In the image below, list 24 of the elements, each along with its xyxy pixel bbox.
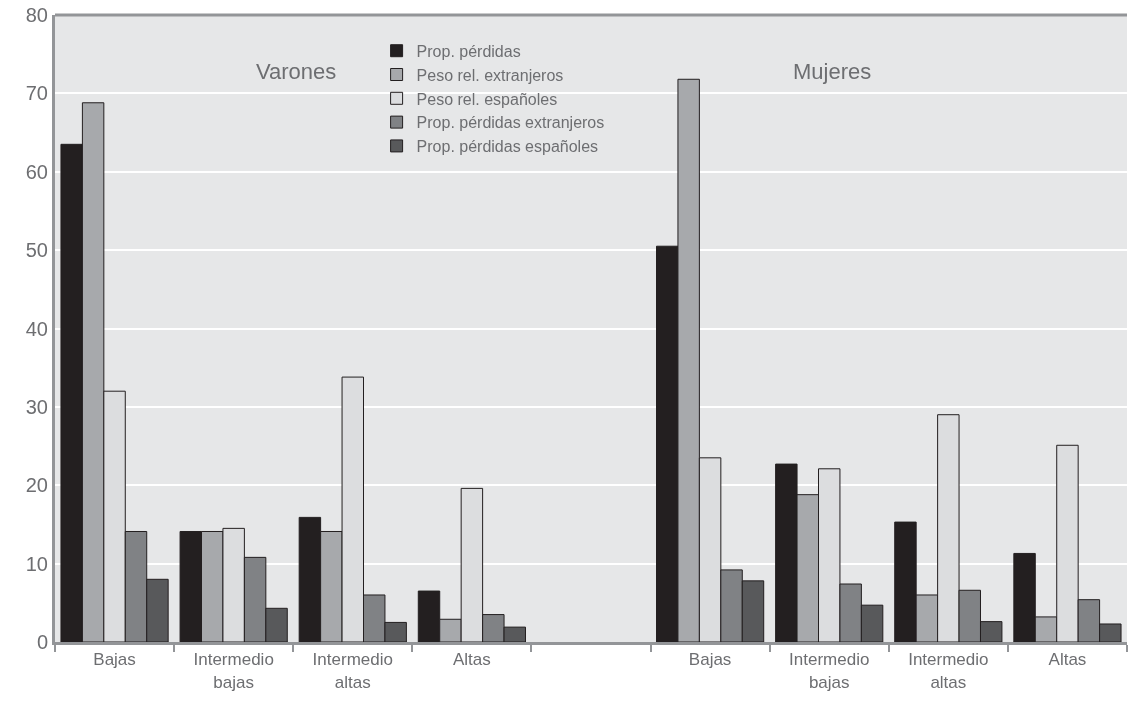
y-tick-label: 50	[25, 239, 48, 262]
x-tick-label: Altas	[452, 650, 491, 670]
y-tick-label: 10	[25, 552, 48, 575]
x-tick-label: Intermedio altas	[312, 650, 393, 692]
x-tick-label: Intermedio bajas	[789, 650, 870, 692]
x-tick-label: Intermedio altas	[908, 650, 989, 692]
y-tick-label: 0	[36, 631, 48, 653]
legend-label: Peso rel. españoles	[416, 90, 558, 108]
y-tick-label: 70	[25, 82, 48, 105]
y-tick-label: 40	[25, 317, 48, 340]
legend-label: Prop. pérdidas	[416, 42, 521, 60]
x-tick-label: Altas	[1048, 650, 1087, 670]
y-tick-label: 20	[25, 474, 48, 497]
annotation: Varones	[256, 59, 337, 84]
x-tick-label: Bajas	[93, 650, 136, 670]
legend-label: Peso rel. extranjeros	[416, 66, 564, 84]
legend-label: Prop. pérdidas españoles	[416, 138, 599, 156]
y-tick-label: 60	[25, 160, 48, 183]
legend-label: Prop. pérdidas extranjeros	[416, 114, 605, 132]
x-tick-label: Bajas	[688, 650, 732, 670]
y-tick-label: 80	[25, 4, 48, 26]
x-tick-label: Intermedio bajas	[193, 650, 274, 692]
annotation: Mujeres	[793, 59, 872, 84]
y-tick-label: 30	[25, 395, 48, 418]
